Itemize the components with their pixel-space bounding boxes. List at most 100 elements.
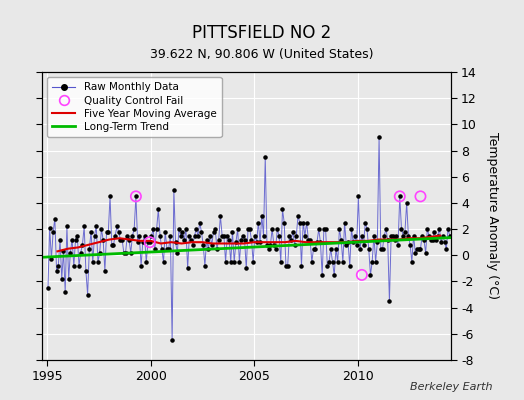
Point	[306, 236, 314, 243]
Point	[146, 239, 154, 245]
Point	[278, 206, 287, 213]
Point	[71, 236, 80, 243]
Point	[163, 246, 171, 252]
Point	[137, 262, 145, 269]
Point	[442, 246, 451, 252]
Point	[187, 236, 195, 243]
Point	[406, 242, 414, 248]
Point	[361, 219, 369, 226]
Y-axis label: Temperature Anomaly (°C): Temperature Anomaly (°C)	[486, 132, 499, 300]
Point	[99, 236, 107, 243]
Point	[168, 337, 176, 344]
Point	[246, 226, 254, 232]
Point	[349, 239, 357, 245]
Point	[175, 226, 183, 232]
Point	[321, 226, 330, 232]
Point	[123, 232, 132, 239]
Point	[178, 228, 187, 235]
Point	[253, 239, 261, 245]
Point	[356, 246, 364, 252]
Point	[66, 250, 74, 256]
Point	[335, 226, 344, 232]
Point	[389, 232, 397, 239]
Point	[237, 236, 245, 243]
Point	[401, 228, 409, 235]
Point	[166, 232, 174, 239]
Point	[183, 265, 192, 272]
Point	[134, 239, 142, 245]
Point	[206, 232, 214, 239]
Point	[101, 268, 109, 274]
Point	[357, 232, 366, 239]
Point	[432, 236, 440, 243]
Point	[149, 226, 157, 232]
Point	[113, 223, 121, 230]
Point	[94, 259, 102, 265]
Point	[87, 228, 95, 235]
Point	[114, 228, 123, 235]
Point	[70, 262, 78, 269]
Point	[372, 259, 380, 265]
Point	[228, 228, 237, 235]
Point	[158, 246, 166, 252]
Point	[156, 232, 164, 239]
Point	[95, 250, 104, 256]
Point	[211, 226, 220, 232]
Point	[47, 256, 56, 262]
Point	[296, 219, 304, 226]
Point	[230, 259, 238, 265]
Point	[326, 246, 335, 252]
Point	[275, 232, 283, 239]
Point	[433, 232, 442, 239]
Point	[216, 213, 225, 219]
Point	[318, 272, 326, 278]
Point	[54, 262, 62, 269]
Point	[64, 276, 73, 282]
Point	[390, 236, 399, 243]
Point	[107, 242, 116, 248]
Point	[238, 232, 247, 239]
Point	[392, 232, 400, 239]
Point	[122, 250, 130, 256]
Point	[132, 193, 140, 200]
Point	[58, 276, 66, 282]
Point	[192, 226, 201, 232]
Point	[377, 246, 385, 252]
Point	[290, 242, 299, 248]
Point	[46, 224, 54, 231]
Point	[77, 250, 85, 256]
Point	[314, 226, 323, 232]
Point	[280, 219, 288, 226]
Point	[49, 228, 57, 235]
Point	[266, 242, 275, 248]
Point	[294, 213, 302, 219]
Point	[265, 246, 273, 252]
Point	[329, 259, 337, 265]
Point	[80, 223, 89, 230]
Point	[333, 259, 342, 265]
Point	[201, 262, 209, 269]
Point	[404, 232, 412, 239]
Point	[277, 259, 285, 265]
Point	[366, 272, 375, 278]
Point	[292, 232, 300, 239]
Point	[52, 268, 61, 274]
Point	[222, 259, 230, 265]
Point	[309, 246, 318, 252]
Point	[241, 236, 249, 243]
Point	[214, 236, 223, 243]
Point	[411, 250, 420, 256]
Point	[385, 298, 394, 304]
Point	[197, 228, 205, 235]
Point	[359, 242, 368, 248]
Point	[258, 213, 266, 219]
Point	[147, 232, 156, 239]
Point	[304, 236, 312, 243]
Point	[297, 262, 305, 269]
Point	[332, 246, 340, 252]
Point	[128, 232, 137, 239]
Point	[270, 242, 278, 248]
Point	[61, 289, 69, 295]
Point	[368, 259, 376, 265]
Point	[51, 216, 59, 222]
